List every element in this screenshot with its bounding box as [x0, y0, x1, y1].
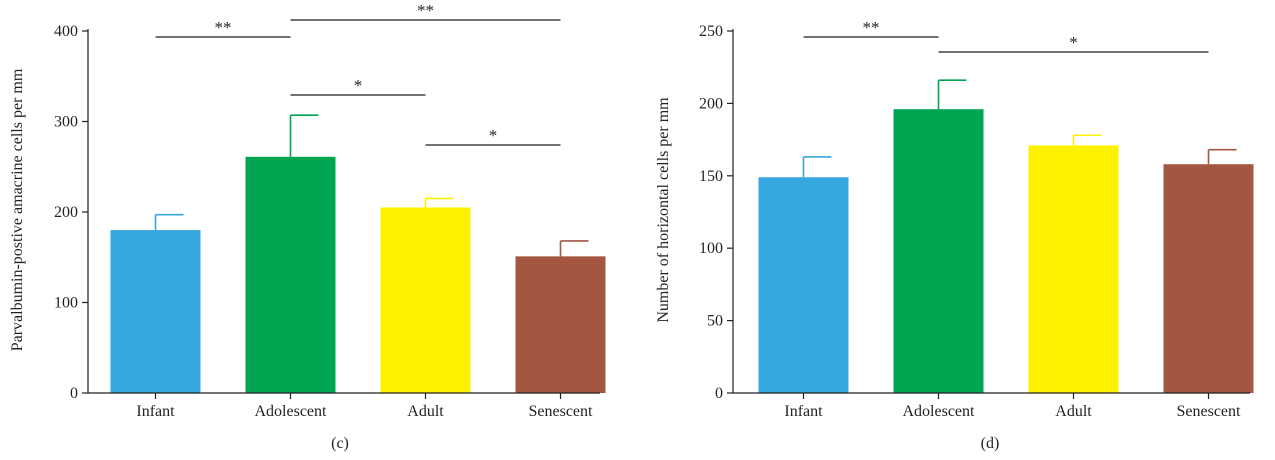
chart-0-significance-label-0: ** — [215, 18, 232, 37]
chart-0-significance-label-2: * — [354, 76, 363, 95]
chart-0-bar-0 — [110, 230, 201, 393]
chart-0-y-tick-label-1: 100 — [54, 295, 78, 312]
chart-0-panel: 0 100 200 300 400 Infant Adolescent Adult Senesc… — [9, 1, 606, 452]
chart-1-significance-label-1: * — [1069, 33, 1078, 52]
chart-1-y-tick-label-1: 50 — [707, 313, 723, 330]
chart-1-x-tick-label-0: Infant — [784, 403, 823, 420]
chart-1-bar-2 — [1028, 145, 1119, 393]
chart-1-panel-label: (d) — [981, 435, 1000, 452]
chart-1-y-axis-title: Number of horizontal cells per mm — [655, 97, 672, 323]
chart-1-bar-0 — [758, 177, 849, 393]
chart-0-y-tick-label-0: 0 — [70, 385, 78, 402]
chart-0-x-tick-label-1: Adolescent — [255, 403, 328, 420]
chart-1-bar-1 — [893, 109, 984, 393]
chart-1-y-tick-label-4: 200 — [699, 95, 723, 112]
chart-0-significance-label-1: ** — [417, 1, 434, 20]
chart-0-panel-label: (c) — [331, 435, 349, 452]
chart-1-x-tick-label-3: Senescent — [1177, 403, 1242, 420]
chart-0-x-tick-label-0: Infant — [136, 403, 175, 420]
chart-0-y-tick-label-3: 300 — [54, 114, 78, 131]
chart-1-y-tick-label-5: 250 — [699, 23, 723, 40]
chart-0-bar-1 — [245, 156, 336, 393]
chart-0-bar-3 — [515, 256, 606, 393]
chart-1-bar-3 — [1163, 164, 1254, 393]
chart-1-y-tick-label-2: 100 — [699, 240, 723, 257]
chart-0-significance-label-3: * — [489, 126, 498, 145]
chart-1-panel: 0 50 100 150 200 250 Infant Adolescent Adult Sene… — [655, 18, 1254, 452]
chart-0-y-axis-title: Parvalbumin-postive amacrine cells per m… — [9, 68, 26, 351]
chart-1-y-tick-label-0: 0 — [715, 385, 723, 402]
chart-1-y-tick-label-3: 150 — [699, 168, 723, 185]
chart-0-y-tick-label-2: 200 — [54, 204, 78, 221]
chart-1-significance-label-0: ** — [863, 18, 880, 37]
chart-0-bar-2 — [380, 207, 471, 393]
chart-1-x-tick-label-1: Adolescent — [903, 403, 976, 420]
chart-0-y-tick-label-4: 400 — [54, 23, 78, 40]
chart-0-x-tick-label-3: Senescent — [529, 403, 594, 420]
chart-1-x-tick-label-2: Adult — [1055, 403, 1092, 420]
chart-0-x-tick-label-2: Adult — [407, 403, 444, 420]
